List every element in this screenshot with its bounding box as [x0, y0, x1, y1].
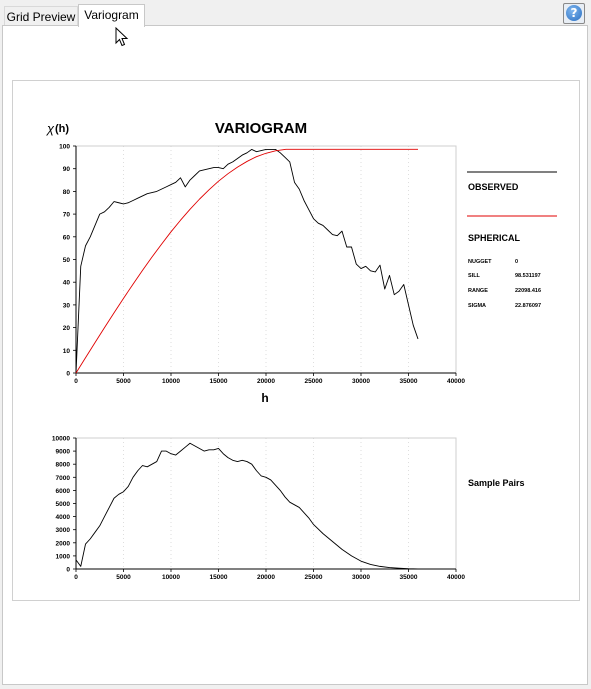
pairs-x-tick-label: 10000 [162, 574, 180, 581]
variogram-y-tick-label: 30 [63, 302, 71, 309]
help-button[interactable]: ? [563, 3, 585, 24]
pairs-y-tick-label: 2000 [56, 540, 71, 547]
variogram-y-tick-label: 10 [63, 348, 71, 355]
variogram-x-tick-label: 30000 [352, 378, 370, 385]
variogram-y-tick-label: 20 [63, 325, 71, 332]
variogram-x-tick-label: 5000 [116, 378, 131, 385]
pairs-plot-border [75, 437, 457, 570]
pairs-y-tick-label: 1000 [56, 553, 71, 560]
x-axis-label: h [261, 391, 268, 405]
variogram-x-tick-label: 20000 [257, 378, 275, 385]
pairs-y-tick-label: 10000 [52, 436, 70, 443]
variogram-y-tick-label: 90 [63, 166, 71, 173]
pairs-y-tick-label: 9000 [56, 449, 71, 456]
variogram-y-tick-label: 60 [63, 234, 71, 241]
mouse-pointer-icon [115, 27, 129, 47]
pairs-y-tick-label: 8000 [56, 462, 71, 469]
sample-pairs-label: Sample Pairs [468, 478, 525, 488]
pairs-y-tick-label: 7000 [56, 475, 71, 482]
variogram-series-spherical-line [75, 148, 418, 374]
legend-spherical-label: SPHERICAL [468, 233, 521, 243]
tab-grid-preview[interactable]: Grid Preview [4, 6, 78, 26]
variogram-y-tick-label: 0 [66, 371, 70, 378]
param-nugget-value: 0 [515, 259, 518, 265]
pairs-x-tick-label: 25000 [304, 574, 322, 581]
variogram-y-tick-label: 80 [63, 189, 71, 196]
pairs-x-tick-label: 30000 [352, 574, 370, 581]
pairs-x-tick-label: 20000 [257, 574, 275, 581]
param-sill-value: 98.531197 [515, 273, 541, 279]
variogram-chart: χ (h) VARIOGRAM h 0 5000 10000 15000 20000 25… [46, 120, 557, 582]
pairs-y-tick-label: 3000 [56, 527, 71, 534]
y-axis-symbol: χ [46, 121, 55, 136]
chart-title: VARIOGRAM [215, 120, 307, 137]
variogram-x-tick-label: 15000 [209, 378, 227, 385]
pairs-y-tick-label: 6000 [56, 488, 71, 495]
variogram-series-observed-line [75, 148, 419, 374]
pairs-x-tick-label: 5000 [116, 574, 131, 581]
param-sigma-label: SIGMA [468, 303, 486, 309]
param-range-value: 22098.416 [515, 288, 541, 294]
variogram-x-tick-label: 40000 [447, 378, 465, 385]
variogram-y-tick-label: 70 [63, 212, 71, 219]
pairs-x-tick-label: 15000 [209, 574, 227, 581]
param-nugget-label: NUGGET [468, 259, 492, 265]
pairs-x-tick-label: 35000 [399, 574, 417, 581]
variogram-y-tick-label: 40 [63, 280, 71, 287]
sample-pairs-plot-area: 0 5000 10000 15000 20000 25000 30000 35000 40000… [52, 436, 465, 582]
pairs-y-tick-label: 4000 [56, 514, 71, 521]
pairs-x-tick-label: 40000 [447, 574, 465, 581]
variogram-x-tick-label: 25000 [304, 378, 322, 385]
variogram-y-tick-label: 100 [59, 144, 70, 151]
variogram-x-tick-label: 10000 [162, 378, 180, 385]
variogram-x-tick-label: 35000 [399, 378, 417, 385]
variogram-x-tick-label: 0 [74, 378, 78, 385]
pairs-series-pairs-line [75, 442, 419, 570]
variogram-plot-area: 0 5000 10000 15000 20000 25000 30000 35000 40000… [59, 144, 465, 386]
y-axis-label: (h) [55, 123, 69, 135]
pairs-x-tick-label: 0 [74, 574, 78, 581]
param-range-label: RANGE [468, 288, 488, 294]
pairs-y-tick-label: 0 [66, 567, 70, 574]
tab-strip: Grid Preview Variogram ? [0, 0, 591, 27]
param-sigma-value: 22.876097 [515, 303, 541, 309]
chart-frame: χ (h) VARIOGRAM h 0 5000 10000 15000 20000 25… [12, 80, 580, 601]
legend-observed-label: OBSERVED [468, 182, 519, 192]
pairs-y-tick-label: 5000 [56, 501, 71, 508]
param-sill-label: SILL [468, 273, 481, 279]
question-mark-icon: ? [566, 5, 582, 21]
variogram-y-tick-label: 50 [63, 257, 71, 264]
tab-variogram[interactable]: Variogram [78, 4, 145, 27]
